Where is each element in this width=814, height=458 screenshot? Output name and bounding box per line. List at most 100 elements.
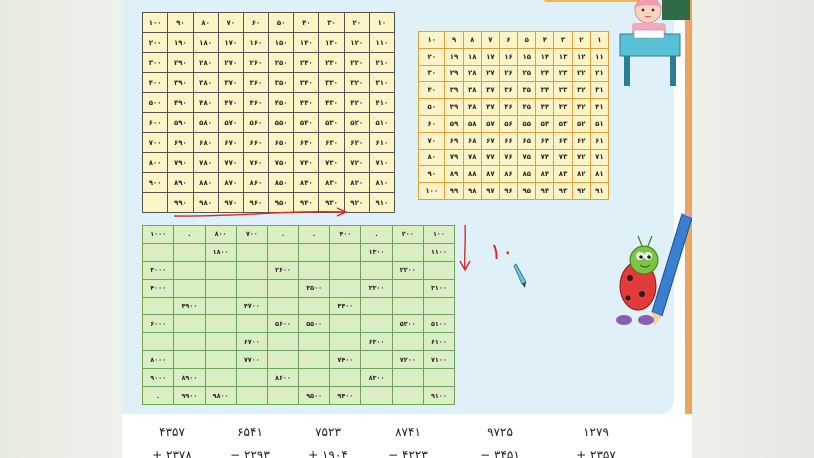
grid-cell: ۳۱۰۰	[422, 278, 456, 298]
grid-cell: ۸۵۰	[268, 172, 295, 193]
grid-cell: ۳۰	[417, 64, 446, 83]
grid-cell	[204, 314, 237, 334]
grid-cell: ۷۸	[462, 148, 482, 167]
grid-cell: ۱۹	[444, 47, 464, 66]
grid-cell: ۵۳	[553, 114, 573, 133]
grid-cell: ۲۰	[343, 12, 370, 33]
ladybug-with-pencil-illustration	[616, 212, 692, 326]
grid-cell: ۷۲	[571, 148, 591, 167]
grid-cell: ۴۰۰۰	[141, 278, 175, 298]
textbook-page: ۱۰ ۲۰ ۳۰ ۴۰ ۵۰ ۶۰ ۷۰ ۸۰ ۹۰ ۱۰۰ ۱۱۰ ۱۲۰ ۱۳۰ ۱۴۰ ۱۵۰ ۱۶۰ ۱…	[122, 0, 692, 458]
grid-cell: ۸۰۰	[141, 152, 169, 173]
grid-cell	[298, 368, 331, 388]
grid-cell: ۳۲	[571, 81, 591, 100]
grid-cell	[391, 332, 424, 352]
grid-cell: ۲۶۰	[242, 52, 270, 73]
grid-cell: ۸۰	[192, 12, 219, 33]
grid-cell: ۷۱۰	[368, 152, 396, 173]
grid-cell: ۹۵۰	[268, 192, 295, 213]
grid-cell	[329, 314, 362, 334]
grid-cell: ۹۹۰	[167, 192, 194, 213]
grid-cell: ۹۱۰	[368, 192, 396, 213]
grid-cell: ۴۸۰	[192, 92, 219, 113]
grid-cell: ۱۹۰	[167, 32, 194, 53]
grid-cell: ۶۲۰	[343, 132, 370, 153]
grid-cell: ۸۶۰۰	[266, 368, 300, 388]
grid-cell: ۸۵	[517, 165, 537, 184]
grid-cell: ۹۸۰۰	[204, 386, 237, 405]
grid-cell: ۴۳	[553, 98, 573, 116]
grid-cell: ۷۱	[589, 148, 610, 167]
grid-cell	[204, 368, 237, 388]
grid-cell	[173, 260, 206, 280]
number: − ۲۲۹۳	[230, 448, 270, 458]
grid-cell: ۸۰۰	[204, 225, 237, 244]
grid-cell: ۵۹۰	[167, 112, 194, 133]
grid-cell: ۶۱	[589, 131, 610, 150]
grid-cell: ۳۱	[589, 81, 610, 100]
grid-cell: ۵۸۰	[192, 112, 219, 133]
grid-cell: ۷۷۰۰	[235, 350, 268, 370]
girl-at-desk-illustration	[619, 0, 690, 86]
grid-cell: ۶۶۰	[242, 132, 270, 153]
grid-row: ۵۱ ۵۲ ۵۳ ۵۴ ۵۵ ۵۶ ۵۷ ۵۸ ۵۹ ۶۰	[417, 114, 610, 133]
grid-cell: ۵۶	[498, 114, 519, 133]
grid-cell: ۲	[571, 31, 591, 49]
grid-cell: ۳۰	[318, 12, 345, 33]
grid-cell: ۴۱	[589, 98, 610, 116]
grid-cell	[204, 260, 237, 280]
grid-cell	[173, 278, 206, 298]
grid-cell: ۸۶	[498, 165, 519, 184]
grid-row: ۹۱۰۰ ۹۴۰۰ ۹۵۰۰ ۹۸۰۰ ۹۹۰۰.	[141, 386, 456, 405]
grid-cell: ۷۶۰	[242, 152, 270, 173]
grid-cell: ۲۰۰	[391, 225, 424, 244]
grid-cell: ۹۶	[498, 182, 519, 200]
grid-cell	[173, 242, 206, 262]
grid-row: ۱۱ ۱۲ ۱۳ ۱۴ ۱۵ ۱۶ ۱۷ ۱۸ ۱۹ ۲۰	[417, 47, 610, 66]
grid-cell: ۹۲	[571, 182, 591, 200]
grid-cell: ۷۹۰	[167, 152, 194, 173]
thousands-grid: ۱۰۰ ۲۰۰. ۴۰۰.. ۷۰۰ ۸۰۰. ۱۰۰۰ ۱۱۰۰ ۱۳۰۰ ۱۸۰۰ ۲۲۰۰ ۲…	[141, 225, 456, 405]
grid-cell: ۵۱	[589, 114, 610, 133]
grid-cell: ۸۷	[480, 165, 500, 184]
grid-cell: ۱۳	[553, 47, 573, 66]
grid-cell	[173, 350, 206, 370]
grid-cell: ۸۹۰	[167, 172, 194, 193]
grid-cell: ۷۴	[535, 148, 555, 167]
number: + ۲۳۵۷	[576, 448, 616, 458]
grid-cell	[141, 296, 175, 316]
grid-cell: ۵۲۰	[343, 112, 370, 133]
grid-cell: ۸۱۰	[368, 172, 396, 193]
handwritten-note: ۱۰	[490, 240, 514, 265]
grid-cell: ۲۸۰	[192, 52, 219, 73]
grid-cell: ۸۶۰	[242, 172, 270, 193]
grid-cell: ۵۲۰۰	[391, 314, 424, 334]
grid-cell: ۳۸	[462, 81, 482, 100]
grid-row: ۱۱۰ ۱۲۰ ۱۳۰ ۱۴۰ ۱۵۰ ۱۶۰ ۱۷۰ ۱۸۰ ۱۹۰ ۲۰۰	[141, 32, 396, 53]
grid-cell	[266, 278, 300, 298]
grid-cell: ۵۰	[268, 12, 295, 33]
grid-cell: ۳۸۰	[192, 72, 219, 93]
grid-cell: ۷۴۰۰	[329, 350, 362, 370]
grid-cell: ۴۷۰	[217, 92, 244, 113]
grid-cell	[141, 242, 175, 262]
hundreds-grid: ۱۰ ۲۰ ۳۰ ۴۰ ۵۰ ۶۰ ۷۰ ۸۰ ۹۰ ۱۰۰ ۱۱۰ ۱۲۰ ۱۳۰ ۱۴۰ ۱۵۰ ۱۶۰ ۱…	[141, 12, 396, 213]
grid-cell: ۸۱	[589, 165, 610, 184]
ones-grid: ۱ ۲ ۳ ۴ ۵ ۶ ۷ ۸ ۹ ۱۰ ۱۱ ۱۲ ۱۳ ۱۴ ۱۵ ۱۶ ۱۷ ۱۸ ۱۹ ۲۰ ۲۱ ۲۲ ۲۳ ۲۴ ۲…	[417, 31, 610, 200]
grid-cell	[173, 332, 206, 352]
grid-cell	[391, 278, 424, 298]
grid-row: ۵۱۰ ۵۲۰ ۵۳۰ ۵۴۰ ۵۵۰ ۵۶۰ ۵۷۰ ۵۸۰ ۵۹۰ ۶۰۰	[141, 112, 396, 133]
grid-cell: ۹۰	[417, 165, 446, 184]
grid-cell: ۶۷۰	[217, 132, 244, 153]
grid-cell: ۵۲	[571, 114, 591, 133]
grid-cell: ۱۷۰	[217, 32, 244, 53]
grid-cell	[329, 260, 362, 280]
grid-cell: ۱۰۰	[417, 182, 446, 200]
grid-cell: ۱۱۰	[368, 32, 396, 53]
grid-cell: ۶۲	[571, 131, 591, 150]
grid-cell: ۱۰	[417, 31, 446, 49]
number: ۷۵۲۳	[315, 425, 341, 439]
grid-cell: ۴۵	[517, 98, 537, 116]
grid-row: ۷۱۰ ۷۲۰ ۷۳۰ ۷۴۰ ۷۵۰ ۷۶۰ ۷۷۰ ۷۸۰ ۷۹۰ ۸۰۰	[141, 152, 396, 173]
grid-cell: ۱	[589, 31, 610, 49]
